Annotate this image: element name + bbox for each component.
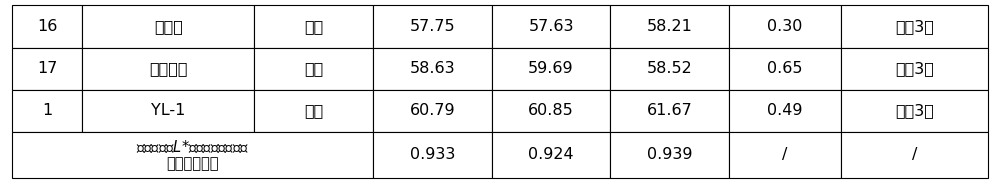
Bar (841, 48, 988, 90)
Text: 58.21: 58.21 (647, 19, 693, 34)
Bar (492, 132, 610, 178)
Bar (82, 5, 254, 48)
Text: 0.30: 0.30 (767, 19, 803, 34)
Text: 安徽: 安徽 (304, 19, 323, 34)
Bar (254, 5, 373, 48)
Text: 值的相关系数: 值的相关系数 (166, 156, 219, 171)
Text: 0.65: 0.65 (767, 61, 803, 76)
Text: 0.939: 0.939 (647, 147, 692, 162)
Bar (82, 90, 254, 132)
Bar (841, 132, 988, 178)
Bar (373, 132, 492, 178)
Text: 陕西: 陕西 (304, 61, 323, 76)
Bar (12, 5, 82, 48)
Text: 61.67: 61.67 (647, 103, 693, 118)
Bar (492, 48, 610, 90)
Bar (373, 5, 492, 48)
Text: 17: 17 (37, 61, 57, 76)
Text: 60.79: 60.79 (410, 103, 455, 118)
Text: 16: 16 (37, 19, 57, 34)
Bar (729, 132, 841, 178)
Bar (610, 90, 729, 132)
Bar (841, 90, 988, 132)
Text: 0.933: 0.933 (410, 147, 455, 162)
Text: 密（3）: 密（3） (895, 19, 934, 34)
Bar (841, 5, 988, 48)
Bar (373, 48, 492, 90)
Bar (729, 5, 841, 48)
Text: 0.49: 0.49 (767, 103, 803, 118)
Text: /: / (782, 147, 788, 162)
Text: 密（3）: 密（3） (895, 61, 934, 76)
Bar (729, 48, 841, 90)
Text: 57.75: 57.75 (410, 19, 455, 34)
Text: 1: 1 (42, 103, 52, 118)
Text: 密（3）: 密（3） (895, 103, 934, 118)
Text: 金真晩栗: 金真晩栗 (149, 61, 188, 76)
Bar (610, 48, 729, 90)
Text: 本发明测定$\it{L}$*值与目测法结果赋: 本发明测定$\it{L}$*值与目测法结果赋 (136, 138, 249, 155)
Bar (373, 90, 492, 132)
Text: 58.52: 58.52 (647, 61, 693, 76)
Text: 59.69: 59.69 (528, 61, 574, 76)
Bar (254, 90, 373, 132)
Bar (12, 90, 82, 132)
Bar (492, 5, 610, 48)
Text: 60.85: 60.85 (528, 103, 574, 118)
Text: 57.63: 57.63 (528, 19, 574, 34)
Text: /: / (912, 147, 917, 162)
Bar (610, 132, 729, 178)
Bar (492, 90, 610, 132)
Bar (729, 90, 841, 132)
Bar (82, 48, 254, 90)
Text: 0.924: 0.924 (528, 147, 574, 162)
Text: 河北: 河北 (304, 103, 323, 118)
Bar (254, 48, 373, 90)
Bar (12, 48, 82, 90)
Bar (610, 5, 729, 48)
Bar (12, 132, 373, 178)
Text: 58.63: 58.63 (410, 61, 455, 76)
Text: YL-1: YL-1 (151, 103, 185, 118)
Text: 大红袍: 大红袍 (154, 19, 183, 34)
